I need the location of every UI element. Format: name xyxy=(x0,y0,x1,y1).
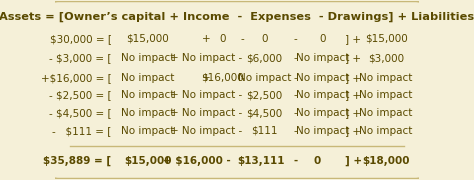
FancyBboxPatch shape xyxy=(52,1,422,179)
Text: + No impact -: + No impact - xyxy=(170,126,242,136)
Text: ] +: ] + xyxy=(345,126,361,136)
Text: $6,000: $6,000 xyxy=(246,53,283,63)
Text: $18,000: $18,000 xyxy=(362,156,410,166)
Text: No impact: No impact xyxy=(359,90,413,100)
Text: - $2,500 = [: - $2,500 = [ xyxy=(49,90,111,100)
Text: No impact: No impact xyxy=(296,90,349,100)
Text: -: - xyxy=(293,156,297,166)
Text: ] +: ] + xyxy=(345,73,361,83)
Text: No impact: No impact xyxy=(296,126,349,136)
Text: No impact: No impact xyxy=(359,73,413,83)
Text: No impact: No impact xyxy=(121,108,174,118)
Text: 0: 0 xyxy=(319,34,326,44)
Text: $15,000: $15,000 xyxy=(365,34,407,44)
Text: No impact: No impact xyxy=(237,73,291,83)
Text: No impact: No impact xyxy=(121,126,174,136)
Text: No impact: No impact xyxy=(121,53,174,63)
Text: -: - xyxy=(293,90,297,100)
Text: +: + xyxy=(202,73,210,83)
Text: No impact: No impact xyxy=(296,108,349,118)
Text: +$16,000 = [: +$16,000 = [ xyxy=(41,73,111,83)
Text: + No impact -: + No impact - xyxy=(170,108,242,118)
Text: 0: 0 xyxy=(313,156,320,166)
Text: + No impact -: + No impact - xyxy=(170,90,242,100)
Text: $15,000: $15,000 xyxy=(127,34,169,44)
Text: -: - xyxy=(293,53,297,63)
Text: ] +: ] + xyxy=(345,156,362,166)
Text: ] +: ] + xyxy=(345,108,361,118)
Text: -: - xyxy=(241,73,244,83)
Text: $35,889 = [: $35,889 = [ xyxy=(44,156,111,166)
Text: $15,000: $15,000 xyxy=(124,156,172,166)
Text: $111: $111 xyxy=(251,126,277,136)
Text: Assets = [Owner’s capital + Income  -  Expenses  - Drawings] + Liabilities: Assets = [Owner’s capital + Income - Exp… xyxy=(0,12,474,22)
Text: -: - xyxy=(293,34,297,44)
Text: -: - xyxy=(293,108,297,118)
Text: -   $111 = [: - $111 = [ xyxy=(52,126,111,136)
Text: 0: 0 xyxy=(219,34,226,44)
Text: - $3,000 = [: - $3,000 = [ xyxy=(49,53,111,63)
Text: - $4,500 = [: - $4,500 = [ xyxy=(49,108,111,118)
Text: No impact: No impact xyxy=(296,73,349,83)
Text: $2,500: $2,500 xyxy=(246,90,283,100)
Text: ] +: ] + xyxy=(345,34,361,44)
Text: + $16,000 -: + $16,000 - xyxy=(163,156,231,166)
Text: No impact: No impact xyxy=(296,53,349,63)
Text: $30,000 = [: $30,000 = [ xyxy=(50,34,111,44)
Text: $4,500: $4,500 xyxy=(246,108,283,118)
Text: ] +: ] + xyxy=(345,53,361,63)
Text: +: + xyxy=(202,34,210,44)
Text: $3,000: $3,000 xyxy=(368,53,404,63)
Text: -: - xyxy=(293,73,297,83)
Text: + No impact -: + No impact - xyxy=(170,53,242,63)
Text: No impact: No impact xyxy=(121,90,174,100)
Text: -: - xyxy=(241,34,244,44)
Text: No impact: No impact xyxy=(359,126,413,136)
Text: No impact: No impact xyxy=(359,108,413,118)
Text: $16,000: $16,000 xyxy=(201,73,244,83)
Text: ] +: ] + xyxy=(345,90,361,100)
Text: -: - xyxy=(293,126,297,136)
Text: 0: 0 xyxy=(261,34,267,44)
Text: $13,111: $13,111 xyxy=(237,156,284,166)
Text: No impact: No impact xyxy=(121,73,174,83)
